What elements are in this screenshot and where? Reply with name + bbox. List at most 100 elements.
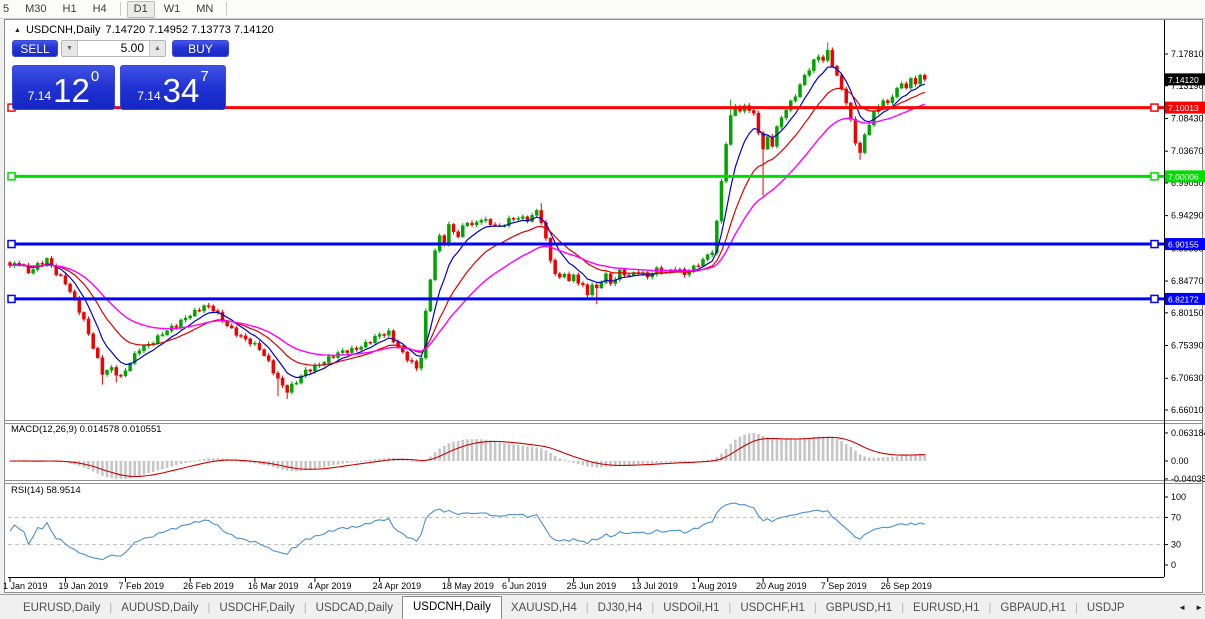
toolbar-separator xyxy=(226,2,228,16)
candle xyxy=(923,74,927,80)
chart-tab-usdchf-h1[interactable]: USDCHF,H1 xyxy=(740,601,805,614)
chart-tab-usdjp[interactable]: USDJP xyxy=(1086,601,1125,614)
ma-mid-line xyxy=(9,87,926,366)
candle xyxy=(363,341,368,348)
timeframe-button-m30[interactable]: M30 xyxy=(25,2,47,15)
candle xyxy=(728,115,733,145)
chart-tab-audusd-daily[interactable]: AUDUSD,Daily xyxy=(121,601,199,614)
candle xyxy=(109,367,114,371)
candle xyxy=(40,263,45,265)
candle xyxy=(816,56,821,60)
macd-axis-label: 0.00 xyxy=(1171,456,1189,466)
candle xyxy=(262,349,266,356)
chart-tab-eurusd-daily[interactable]: EURUSD,Daily xyxy=(23,601,101,614)
candle xyxy=(359,346,363,350)
sell-button[interactable]: SELL xyxy=(12,40,58,57)
sell-price-prefix: 7.14 xyxy=(27,89,52,103)
candle xyxy=(590,284,594,296)
candle xyxy=(521,216,525,219)
line-handle[interactable] xyxy=(7,172,16,181)
candle xyxy=(881,100,885,107)
tab-scroll-left-icon[interactable]: ◄ xyxy=(1178,603,1187,612)
candle xyxy=(414,361,419,369)
candle xyxy=(830,49,835,67)
buy-price-big: 34 xyxy=(162,72,200,109)
candle xyxy=(789,100,793,111)
rsi-axis-label: 30 xyxy=(1171,540,1181,550)
timeframe-button-h4[interactable]: H4 xyxy=(92,2,107,15)
candle xyxy=(424,310,428,359)
candle xyxy=(507,218,511,226)
candle xyxy=(553,260,557,274)
current-price-badge xyxy=(1165,73,1205,86)
line-handle[interactable] xyxy=(7,239,16,249)
line-handle[interactable] xyxy=(1150,172,1159,181)
line-handle[interactable] xyxy=(7,294,16,304)
chart-tab-gbpusd-h1[interactable]: GBPUSD,H1 xyxy=(825,601,893,614)
candle xyxy=(539,210,544,223)
rsi-axis-label: 0 xyxy=(1171,560,1176,570)
candle xyxy=(571,274,576,281)
timeframe-button-w1[interactable]: W1 xyxy=(163,2,181,15)
candle xyxy=(585,284,590,296)
collapse-panel-icon[interactable]: ▲ xyxy=(14,26,21,34)
volume-decrease-icon[interactable]: ▼ xyxy=(62,41,78,56)
line-handle[interactable] xyxy=(1150,103,1159,112)
tab-separator: | xyxy=(901,601,905,614)
line-handle[interactable] xyxy=(1150,239,1159,249)
candle xyxy=(608,273,613,284)
tab-separator: | xyxy=(207,601,211,614)
timeframe-toolbar: 5 M30 H1 H4 D1 W1 MN xyxy=(0,0,1205,19)
candle xyxy=(285,385,289,393)
volume-spinner: ▼ 5.00 ▲ xyxy=(61,40,166,57)
candle xyxy=(899,83,904,89)
timeframe-button-h1[interactable]: H1 xyxy=(62,2,77,15)
svg-text:7.00006: 7.00006 xyxy=(1168,172,1199,182)
buy-button[interactable]: BUY xyxy=(172,40,229,57)
candle xyxy=(391,330,396,343)
chart-tab-dj30-h4[interactable]: DJ30,H4 xyxy=(597,601,643,614)
candle xyxy=(230,325,234,329)
chart-tab-gbpaud-h1[interactable]: GBPAUD,H1 xyxy=(1000,601,1066,614)
candle xyxy=(419,357,423,369)
chart-canvas[interactable]: 7.17810 7.13190 7.08430 7.03670 6.99050 6.942… xyxy=(0,18,1205,594)
sell-price-panel[interactable]: 7.14 12 0 xyxy=(12,65,115,110)
chart-tab-usdcnh-daily[interactable]: USDCNH,Daily xyxy=(401,595,502,619)
price-axis-label: 6.94290 xyxy=(1171,211,1204,221)
svg-text:6.90155: 6.90155 xyxy=(1168,240,1199,250)
candle xyxy=(488,219,493,225)
line-handle[interactable] xyxy=(1150,294,1159,304)
date-label: 1 Aug 2019 xyxy=(691,581,737,591)
candle xyxy=(844,88,848,104)
tab-scroll-right-icon[interactable]: ► xyxy=(1195,603,1203,612)
buy-price-panel[interactable]: 7.14 34 7 xyxy=(120,65,226,110)
volume-input[interactable]: 5.00 xyxy=(78,41,149,56)
candle xyxy=(132,353,137,364)
chart-window: 7.17810 7.13190 7.08430 7.03670 6.99050 6.942… xyxy=(0,18,1205,594)
candle xyxy=(257,342,262,350)
candle xyxy=(308,369,313,372)
candle xyxy=(183,317,188,321)
chart-tab-eurusd-h1[interactable]: EURUSD,H1 xyxy=(913,601,980,614)
candle xyxy=(562,274,567,278)
candle xyxy=(710,252,714,256)
timeframe-button-d1[interactable]: D1 xyxy=(126,0,155,18)
rsi-line xyxy=(9,502,925,561)
timeframe-button-5[interactable]: 5 xyxy=(3,2,10,15)
level-price-badge xyxy=(1165,101,1205,114)
date-label: 18 May 2019 xyxy=(442,581,494,591)
chart-tab-usdoil-h1[interactable]: USDOil,H1 xyxy=(663,601,720,614)
candle xyxy=(197,309,202,312)
timeframe-button-mn[interactable]: MN xyxy=(196,2,214,15)
candle xyxy=(511,218,516,220)
chart-tab-usdcad-daily[interactable]: USDCAD,Daily xyxy=(315,601,393,614)
candle xyxy=(354,347,359,350)
candle xyxy=(165,330,169,335)
tab-separator: | xyxy=(1074,601,1078,614)
volume-increase-icon[interactable]: ▲ xyxy=(149,41,165,56)
candle xyxy=(91,333,95,349)
candle xyxy=(123,370,128,377)
chart-tab-xauusd-h4[interactable]: XAUUSD,H4 xyxy=(510,601,577,614)
candle xyxy=(581,283,585,285)
chart-tab-usdchf-daily[interactable]: USDCHF,Daily xyxy=(219,601,295,614)
